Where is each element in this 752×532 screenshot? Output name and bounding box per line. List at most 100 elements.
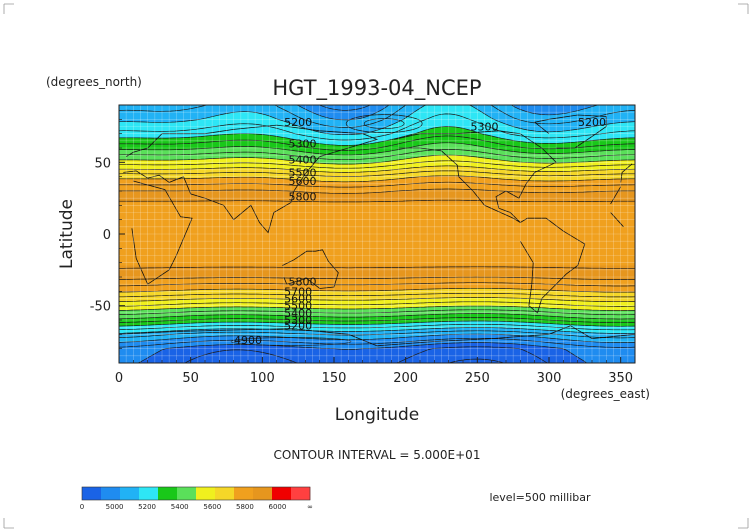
- coast-antarctica-0: [119, 325, 635, 347]
- contour-label-4: 5600: [288, 175, 316, 188]
- contour-nh-5700: [119, 175, 635, 183]
- contour-low-sh: [230, 337, 352, 346]
- colorbar-swatch-9: [253, 487, 273, 500]
- contour-label-11: 5500: [284, 300, 312, 313]
- contour-nh-5400: [119, 142, 635, 156]
- contour-nh-5350: [119, 135, 635, 151]
- colorbar-label-4: 5600: [203, 503, 221, 511]
- grid-lines: [119, 105, 635, 363]
- contour-sh-5750: [119, 282, 635, 287]
- x-axis-title: Longitude: [335, 405, 420, 425]
- x-tick-label-0: 0: [115, 371, 123, 386]
- x-tick-label-250: 250: [465, 371, 490, 386]
- contour-sh-5350: [119, 317, 635, 324]
- contour-nh-5550: [119, 160, 635, 169]
- colorbar-swatch-11: [291, 487, 311, 500]
- contour-label-1: 5300: [288, 138, 316, 151]
- colorbar-label-1: 5000: [106, 503, 124, 511]
- coast-africa-2: [610, 212, 624, 228]
- colorbar-label-0: 0: [80, 503, 84, 511]
- contour-sh-5700: [119, 287, 635, 293]
- contour-label-9: 5700: [284, 285, 312, 298]
- coast-africa-1: [131, 180, 193, 285]
- contour-low-nh-inner: [363, 118, 405, 129]
- y-tick-label-0: 0: [103, 228, 111, 243]
- coast-north-america-0: [394, 130, 557, 223]
- contour-label-0: 5200: [284, 116, 312, 129]
- contour-sh-5050: [119, 337, 635, 348]
- colorbar: 0 5000 5200 5400 5600 5800 6000 ∞: [80, 486, 313, 511]
- colorbar-label-6: 6000: [268, 503, 286, 511]
- contour-nh-5650: [119, 170, 635, 177]
- coastline: [119, 114, 635, 347]
- colorbar-label-7: ∞: [307, 503, 313, 511]
- contour-sh-4950: [184, 346, 549, 363]
- crop-marks: [3, 3, 749, 529]
- contour-sh-5300: [119, 320, 635, 327]
- contour-label-6: 5200: [578, 116, 606, 129]
- colorbar-swatch-8: [234, 487, 254, 500]
- colorbar-swatch-1: [101, 487, 121, 500]
- contour-sh-5650: [119, 292, 635, 298]
- band-nh-5100: [296, 105, 598, 120]
- x-units-label: (degrees_east): [561, 387, 650, 401]
- colorbar-swatch-7: [215, 487, 235, 500]
- x-tick-label-300: 300: [537, 371, 562, 386]
- contour-labels: 5200530054005500560058005200530058005700…: [234, 116, 606, 347]
- contour-nh-5600: [119, 165, 635, 173]
- contour-nh-5100: [296, 105, 600, 121]
- contour-sh-5100: [119, 333, 635, 343]
- contour-sh-5400: [119, 313, 635, 320]
- colorbar-frame: [81, 486, 311, 501]
- colorbar-label-2: 5200: [138, 503, 156, 511]
- band-sh-5000: [137, 342, 587, 363]
- contour-sh-5600: [119, 297, 635, 303]
- y-units-label: (degrees_north): [46, 75, 142, 89]
- colorbar-swatch-5: [177, 487, 197, 500]
- contour-nh-5850: [119, 199, 635, 203]
- contour-label-15: 4900: [234, 334, 262, 347]
- contour-label-3: 5500: [288, 166, 316, 179]
- x-axis: 0 50 100 150 200 250 300 350: [115, 357, 636, 386]
- contour-label-10: 5600: [284, 293, 312, 306]
- contour-label-7: 5300: [471, 121, 499, 134]
- contour-sh-5250: [119, 323, 635, 331]
- coast-greenland-0: [533, 114, 607, 149]
- band-nh-5000: [119, 103, 635, 104]
- colorbar-label-3: 5400: [171, 503, 189, 511]
- x-tick-label-200: 200: [393, 371, 418, 386]
- contour-sh-5200: [119, 327, 635, 334]
- contour-interval-text: CONTOUR INTERVAL = 5.000E+01: [274, 448, 481, 462]
- colorbar-label-5: 5800: [236, 503, 254, 511]
- colorbar-swatch-6: [196, 487, 216, 500]
- colorbar-swatch-4: [158, 487, 178, 500]
- coast-australia-0: [282, 249, 339, 289]
- y-axis-title: Latitude: [57, 199, 77, 269]
- contour-label-12: 5400: [284, 307, 312, 320]
- contour-nh-5800: [119, 188, 635, 194]
- contour-sh-5850: [119, 266, 635, 269]
- contour-sh-5150: [119, 330, 635, 339]
- coast-europe-asia-1: [123, 124, 379, 234]
- y-tick-label-50: 50: [94, 156, 111, 171]
- x-tick-label-100: 100: [250, 371, 275, 386]
- plot-area: 5200530054005500560058005200530058005700…: [119, 103, 635, 363]
- contour-nh-5450: [119, 149, 635, 161]
- coast-south-america-0: [519, 217, 586, 314]
- coast-europe-asia-0: [620, 163, 633, 183]
- contour-nh-5750: [119, 181, 635, 188]
- contour-label-5: 5800: [288, 191, 316, 204]
- contour-sh-5500: [119, 305, 635, 311]
- y-tick-label--50: -50: [90, 300, 111, 315]
- contour-sh-5450: [119, 309, 635, 316]
- contour-label-2: 5400: [288, 153, 316, 166]
- contour-nh-5250: [119, 113, 635, 141]
- contour-nh-5500: [119, 154, 635, 165]
- contour-label-14: 5200: [284, 320, 312, 333]
- contour-lines: [119, 105, 635, 363]
- x-tick-label-150: 150: [322, 371, 347, 386]
- contour-sh-5550: [119, 301, 635, 307]
- contour-nh-5300: [119, 126, 635, 146]
- colorbar-swatch-10: [272, 487, 292, 500]
